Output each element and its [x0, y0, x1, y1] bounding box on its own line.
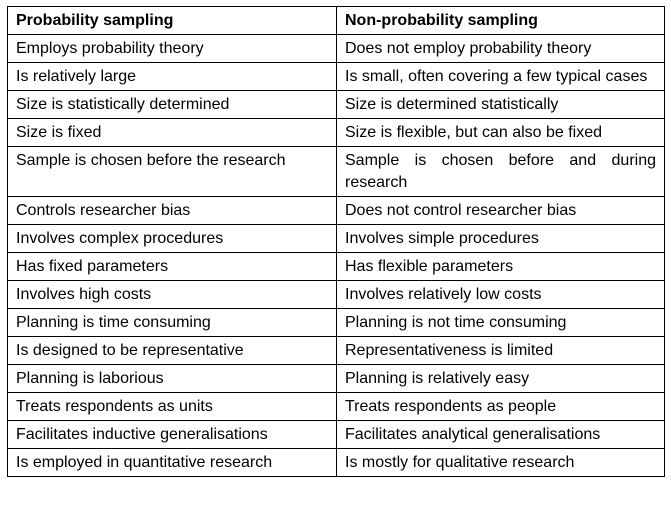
non-probability-cell: Size is flexible, but can also be fixed [336, 118, 665, 147]
table-row: Is relatively large Is small, often cove… [7, 62, 665, 91]
non-probability-cell: Is mostly for qualitative research [336, 448, 665, 477]
probability-cell: Has fixed parameters [7, 252, 337, 281]
probability-cell: Planning is laborious [7, 364, 337, 393]
header-non-probability-sampling: Non-probability sampling [336, 6, 665, 35]
probability-cell: Planning is time consuming [7, 308, 337, 337]
header-probability-sampling: Probability sampling [7, 6, 337, 35]
probability-cell: Controls researcher bias [7, 196, 337, 225]
non-probability-cell: Has flexible parameters [336, 252, 665, 281]
probability-cell: Size is statistically determined [7, 90, 337, 119]
probability-cell: Size is fixed [7, 118, 337, 147]
probability-cell: Is employed in quantitative research [7, 448, 337, 477]
non-probability-cell: Involves relatively low costs [336, 280, 665, 309]
probability-cell: Is relatively large [7, 62, 337, 91]
probability-cell: Facilitates inductive generalisations [7, 420, 337, 449]
non-probability-cell: Does not control researcher bias [336, 196, 665, 225]
probability-cell: Is designed to be representative [7, 336, 337, 365]
table-row: Treats respondents as units Treats respo… [7, 392, 665, 421]
table-row: Employs probability theory Does not empl… [7, 34, 665, 63]
non-probability-cell: Sample is chosen before and during resea… [336, 146, 665, 197]
non-probability-cell: Involves simple procedures [336, 224, 665, 253]
probability-cell: Employs probability theory [7, 34, 337, 63]
table-row: Has fixed parameters Has flexible parame… [7, 252, 665, 281]
non-probability-cell: Is small, often covering a few typical c… [336, 62, 665, 91]
table-row: Is employed in quantitative research Is … [7, 448, 665, 477]
table-row: Size is fixed Size is flexible, but can … [7, 118, 665, 147]
table-row: Planning is time consuming Planning is n… [7, 308, 665, 337]
non-probability-cell: Does not employ probability theory [336, 34, 665, 63]
table-row: Size is statistically determined Size is… [7, 90, 665, 119]
table-row: Facilitates inductive generalisations Fa… [7, 420, 665, 449]
table-row: Sample is chosen before the research Sam… [7, 146, 665, 197]
probability-cell: Sample is chosen before the research [7, 146, 337, 197]
table-row: Involves complex procedures Involves sim… [7, 224, 665, 253]
non-probability-cell: Planning is relatively easy [336, 364, 665, 393]
table-row: Controls researcher bias Does not contro… [7, 196, 665, 225]
table-header-row: Probability sampling Non-probability sam… [7, 6, 665, 35]
table-row: Is designed to be representative Represe… [7, 336, 665, 365]
non-probability-cell: Facilitates analytical generalisations [336, 420, 665, 449]
sampling-comparison-table: Probability sampling Non-probability sam… [7, 6, 665, 477]
probability-cell: Treats respondents as units [7, 392, 337, 421]
probability-cell: Involves complex procedures [7, 224, 337, 253]
non-probability-cell: Representativeness is limited [336, 336, 665, 365]
comparison-table-container: Probability sampling Non-probability sam… [7, 6, 665, 477]
non-probability-cell: Treats respondents as people [336, 392, 665, 421]
table-row: Involves high costs Involves relatively … [7, 280, 665, 309]
non-probability-cell: Size is determined statistically [336, 90, 665, 119]
non-probability-cell: Planning is not time consuming [336, 308, 665, 337]
table-row: Planning is laborious Planning is relati… [7, 364, 665, 393]
probability-cell: Involves high costs [7, 280, 337, 309]
